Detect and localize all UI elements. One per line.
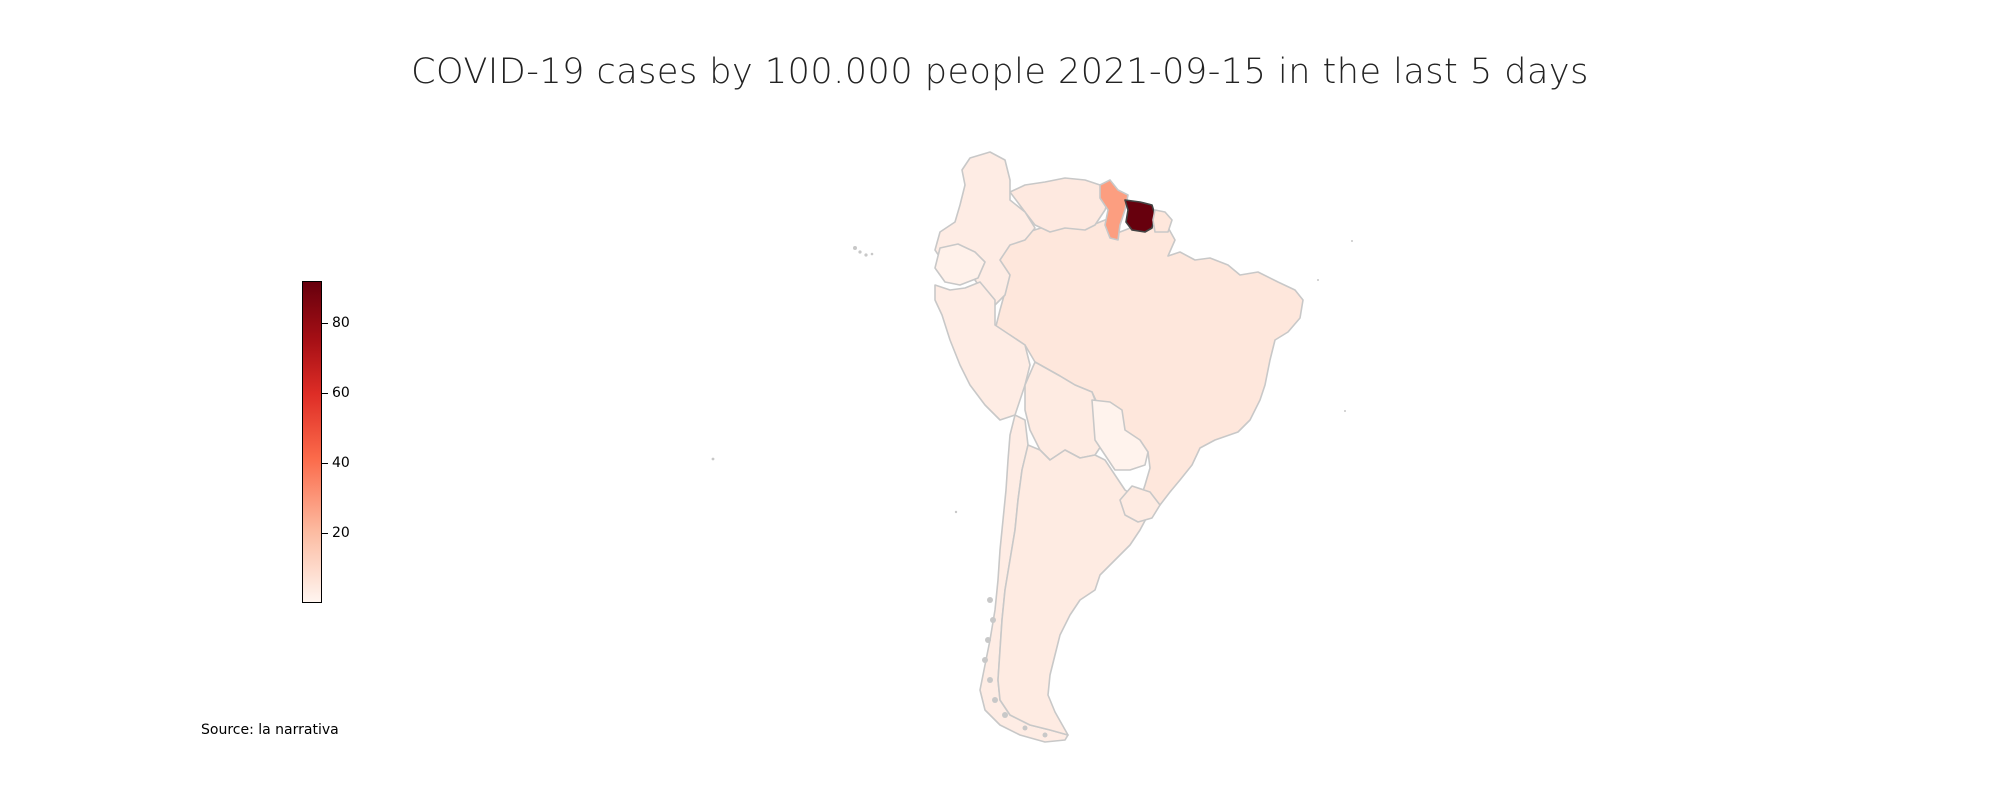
- colorbar-tick-label: 60: [332, 385, 350, 401]
- region-french-guiana: [1152, 209, 1173, 233]
- region-venezuela: [1009, 177, 1111, 233]
- map-title: COVID-19 cases by 100.000 people 2021-09…: [411, 52, 1589, 92]
- colorbar-tick-label: 40: [332, 455, 350, 471]
- source-note: Source: la narrativa: [201, 722, 339, 738]
- region-uruguay: [1119, 485, 1161, 523]
- region-ecuador: [934, 243, 986, 286]
- colorbar-tick: [322, 323, 328, 324]
- region-guyana: [1099, 179, 1129, 241]
- colorbar-tick: [322, 533, 328, 534]
- region-suriname: [1124, 199, 1156, 233]
- region-argentina: [997, 444, 1149, 736]
- colorbar: [302, 281, 322, 603]
- colorbar-tick-label: 80: [332, 315, 350, 331]
- colorbar-tick: [322, 463, 328, 464]
- region-peru: [934, 281, 1031, 421]
- colorbar-tick: [322, 393, 328, 394]
- region-paraguay: [1091, 399, 1149, 471]
- colorbar-tick-label: 20: [332, 525, 350, 541]
